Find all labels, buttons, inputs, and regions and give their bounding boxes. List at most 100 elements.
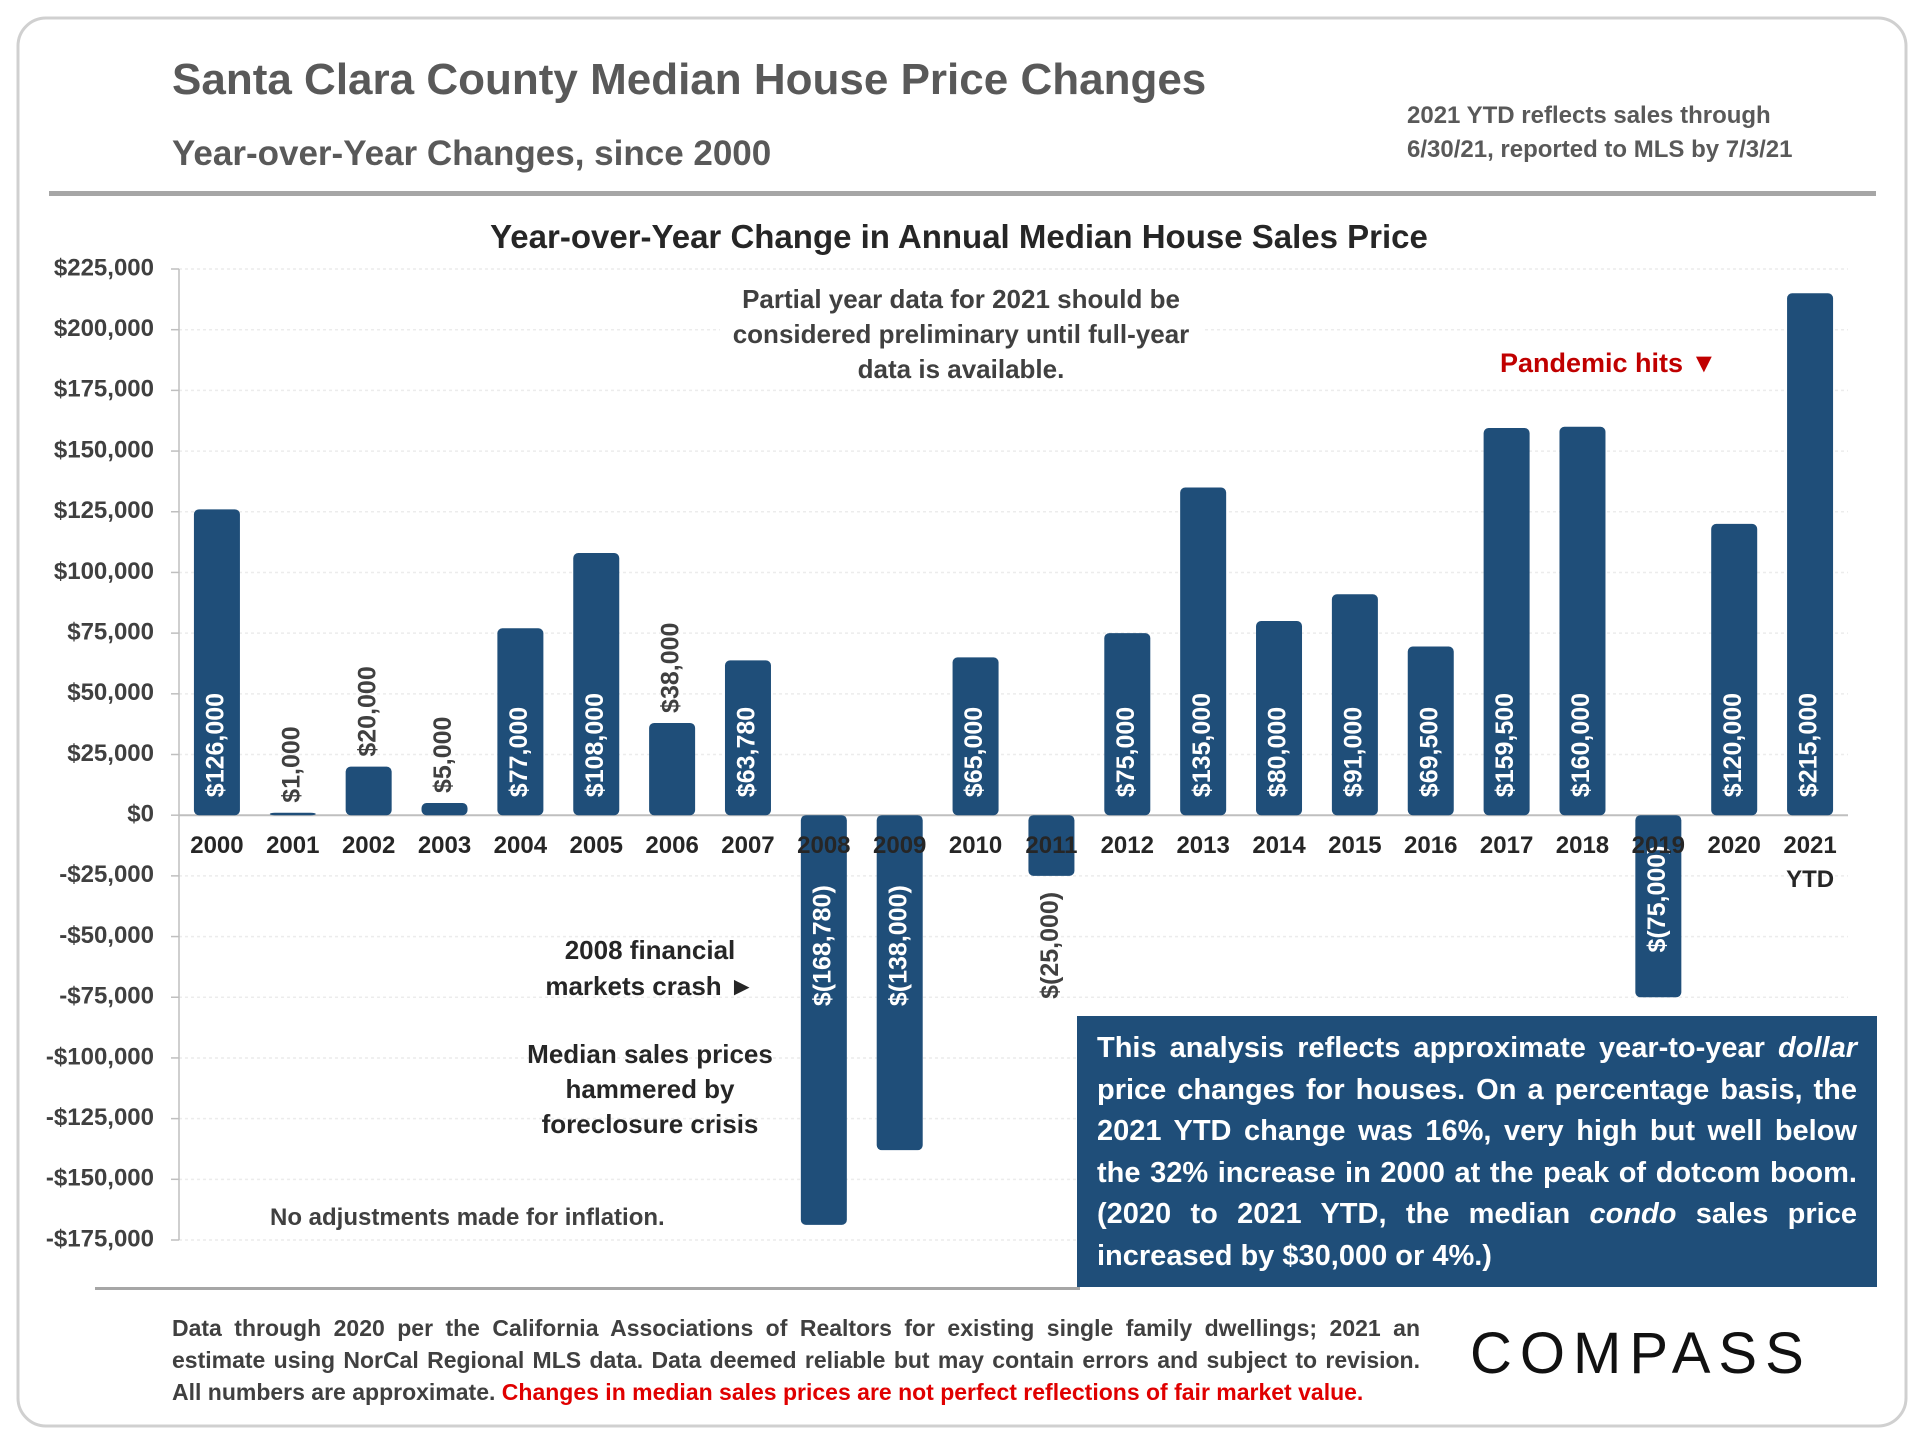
bar bbox=[1787, 293, 1834, 816]
subtitle: Year-over-Year Changes, since 2000 bbox=[172, 134, 771, 173]
bar bbox=[1407, 646, 1454, 816]
annotation: Partial year data for 2021 should be con… bbox=[720, 282, 1202, 387]
value-label: $65,000 bbox=[960, 707, 988, 797]
value-label: $(138,000) bbox=[884, 885, 912, 1006]
y-tick-label: -$25,000 bbox=[59, 861, 154, 888]
bar bbox=[1483, 428, 1530, 816]
y-tick-label: $25,000 bbox=[67, 740, 154, 767]
x-tick-label: 2015 bbox=[1328, 832, 1382, 860]
x-tick-label: 2011 bbox=[1025, 832, 1078, 860]
x-tick-label: 2016 bbox=[1404, 832, 1458, 860]
y-tick-label: -$50,000 bbox=[59, 922, 154, 949]
bar bbox=[952, 657, 999, 816]
value-label: $120,000 bbox=[1719, 693, 1747, 797]
value-label: $80,000 bbox=[1264, 707, 1292, 797]
frame bbox=[16, 16, 1908, 1428]
value-label: $91,000 bbox=[1339, 707, 1367, 797]
text-segment: sales price increased by $30,000 or 4%.) bbox=[1097, 1198, 1857, 1272]
value-label: $(75,000) bbox=[1643, 845, 1671, 952]
value-label: $108,000 bbox=[581, 693, 609, 797]
y-tick-label: $125,000 bbox=[54, 497, 154, 524]
text-segment: Changes in median sales prices are not p… bbox=[501, 1379, 1364, 1405]
value-label: $(168,780) bbox=[808, 885, 836, 1006]
annotation: 2008 financial markets crash ► bbox=[545, 935, 755, 1001]
y-tick-label: -$100,000 bbox=[46, 1043, 154, 1070]
bar bbox=[345, 766, 392, 816]
x-tick-label: 2007 bbox=[721, 832, 775, 860]
x-tick-label: 2018 bbox=[1555, 832, 1610, 860]
text-segment: condo bbox=[1589, 1198, 1677, 1230]
bar bbox=[800, 815, 847, 1225]
text-segment: price changes for houses. On a percentag… bbox=[1097, 1073, 1857, 1231]
bar bbox=[1711, 523, 1758, 816]
x-tick-label: 2008 bbox=[797, 832, 851, 860]
value-label: $126,000 bbox=[202, 693, 230, 797]
x-tick-label: 2003 bbox=[417, 832, 472, 860]
bar bbox=[1559, 426, 1606, 816]
x-tick-label: 2009 bbox=[873, 832, 927, 860]
chart-title: Year-over-Year Change in Annual Median H… bbox=[490, 218, 1428, 255]
x-tick-label: 2004 bbox=[493, 832, 548, 860]
bar bbox=[421, 803, 468, 816]
bar bbox=[573, 553, 620, 816]
y-tick-label: -$175,000 bbox=[46, 1225, 154, 1252]
title: Santa Clara County Median House Price Ch… bbox=[172, 55, 1206, 104]
plot: $225,000 $200,000 $175,000 $150,000 $125,000… bbox=[46, 254, 1848, 1252]
x-tick-label: 2010 bbox=[948, 832, 1003, 860]
y-tick-label: -$150,000 bbox=[46, 1165, 154, 1192]
value-label: $159,500 bbox=[1491, 693, 1519, 797]
text-segment: Data through 2020 per the California Ass… bbox=[172, 1315, 1420, 1405]
bar bbox=[1104, 633, 1151, 816]
bar bbox=[1180, 487, 1227, 816]
value-label: $160,000 bbox=[1567, 693, 1595, 797]
x-tick-label: 2001 bbox=[266, 832, 320, 860]
bar bbox=[269, 812, 316, 816]
y-tick-label: $50,000 bbox=[67, 679, 154, 706]
note-line: 2021 YTD reflects sales through bbox=[1407, 102, 1771, 129]
value-label: $5,000 bbox=[429, 717, 457, 793]
x-tick-label: 2014 bbox=[1252, 832, 1306, 860]
text-segment: dollar bbox=[1778, 1032, 1857, 1064]
annotation: Pandemic hits ▼ bbox=[1500, 348, 1718, 378]
y-tick-label: -$75,000 bbox=[59, 983, 154, 1010]
note-line: 6/30/21, reported to MLS by 7/3/21 bbox=[1407, 136, 1792, 163]
annotation: Median sales prices hammered by foreclos… bbox=[527, 1039, 773, 1139]
x-tick-label: 2013 bbox=[1176, 832, 1230, 860]
y-tick-label: $200,000 bbox=[54, 315, 154, 342]
logo: COMPASS bbox=[1470, 1321, 1812, 1386]
y-tick-label: -$125,000 bbox=[46, 1104, 154, 1131]
footer-rule bbox=[95, 1287, 1080, 1290]
text-segment: This analysis reflects approximate year-… bbox=[1097, 1032, 1779, 1064]
x-tick-label: 2020 bbox=[1707, 832, 1761, 860]
x-tick-label: 2021 YTD bbox=[1783, 832, 1837, 894]
value-label: $135,000 bbox=[1188, 693, 1216, 797]
bar bbox=[1331, 594, 1378, 816]
x-tick-label: 2002 bbox=[341, 832, 396, 860]
y-tick-label: $100,000 bbox=[54, 558, 154, 585]
value-label: $(25,000) bbox=[1036, 892, 1064, 999]
y-tick-label: $225,000 bbox=[54, 254, 154, 281]
value-label: $20,000 bbox=[353, 666, 381, 756]
x-tick-label: 2005 bbox=[569, 832, 623, 860]
y-tick-label: $0 bbox=[127, 801, 154, 828]
bar bbox=[724, 660, 771, 816]
value-label: $38,000 bbox=[657, 623, 685, 713]
footer-note: Data through 2020 per the California Ass… bbox=[172, 1312, 1420, 1408]
y-tick-label: $75,000 bbox=[67, 618, 154, 645]
x-tick-label: 2006 bbox=[645, 832, 699, 860]
x-tick-label: 2017 bbox=[1479, 832, 1534, 860]
x-tick-label: 2019 bbox=[1631, 832, 1686, 860]
y-tick-label: $150,000 bbox=[54, 436, 154, 463]
header-rule bbox=[49, 191, 1876, 196]
value-label: $63,780 bbox=[733, 707, 761, 797]
value-label: $69,500 bbox=[1415, 707, 1443, 797]
value-label: $215,000 bbox=[1795, 693, 1823, 797]
y-tick-label: $175,000 bbox=[54, 376, 154, 403]
x-tick-label: 2012 bbox=[1100, 832, 1154, 860]
bar bbox=[193, 509, 240, 816]
value-label: $1,000 bbox=[277, 726, 305, 802]
bar bbox=[1028, 815, 1075, 876]
annotation: No adjustments made for inflation. bbox=[270, 1204, 665, 1231]
